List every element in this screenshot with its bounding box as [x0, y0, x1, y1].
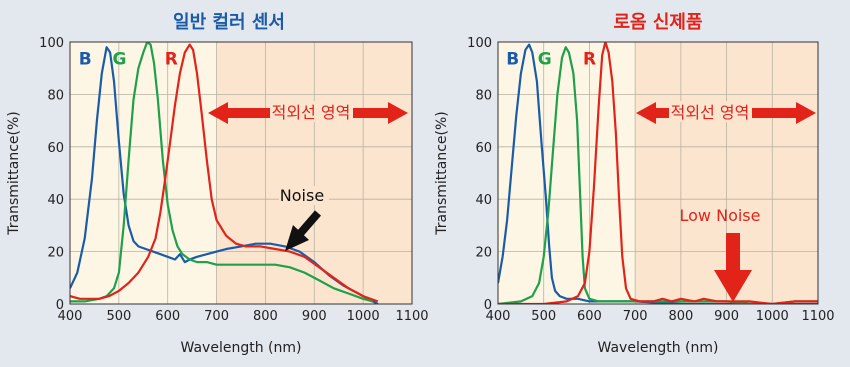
ir-label-bg — [669, 101, 752, 122]
series-label-G: G — [538, 50, 552, 70]
x-tick-label: 500 — [531, 309, 556, 324]
tick-labels: 400 500 600 700 800 900 1000 1100 0 20 40 60 80 100 — [39, 36, 428, 324]
series-lines — [498, 42, 818, 304]
chart-right: 로옴 신제품 400 500 600 700 800 900 1000 1100 0 20 40 60… — [434, 12, 835, 356]
y-axis-label: Transmittance(%) — [6, 111, 22, 236]
series-label-R: R — [165, 50, 178, 70]
y-tick-label: 80 — [475, 88, 492, 103]
series-label-B: B — [506, 50, 519, 70]
y-tick-label: 0 — [56, 298, 64, 313]
noise-label-bg — [279, 186, 329, 205]
series-line-R — [498, 42, 818, 304]
y-tick-label: 20 — [47, 246, 64, 261]
y-tick-label: 60 — [47, 141, 64, 156]
chart-title: 일반 컬러 센서 — [173, 11, 285, 33]
series-line-R — [70, 43, 379, 303]
low-noise-arrow — [714, 233, 752, 302]
chart-title: 로옴 신제품 — [613, 12, 702, 33]
noise-arrow — [285, 210, 322, 251]
series-label-R: R — [583, 50, 596, 70]
low-noise-label: Low Noise — [680, 206, 761, 225]
y-tick-label: 80 — [47, 88, 64, 103]
x-tick-label: 900 — [714, 309, 739, 324]
tick-labels: 400 500 600 700 800 900 1000 1100 0 20 40 60 80 100 — [467, 36, 834, 324]
ir-region-label: 적외선 영역 — [272, 103, 351, 122]
x-tick-label: 1000 — [347, 309, 380, 324]
series-label-B: B — [79, 50, 92, 70]
y-tick-label: 20 — [475, 246, 492, 261]
series-line-G — [70, 42, 374, 303]
ir-region-label: 적외선 영역 — [671, 103, 750, 122]
x-tick-label: 700 — [623, 309, 648, 324]
x-tick-label: 1100 — [801, 309, 834, 324]
x-tick-label: 800 — [253, 309, 278, 324]
x-tick-label: 800 — [668, 309, 693, 324]
y-tick-label: 100 — [467, 36, 492, 51]
series-label-G: G — [113, 50, 127, 70]
noise-label: Noise — [280, 186, 324, 205]
y-tick-label: 60 — [475, 141, 492, 156]
y-tick-label: 40 — [47, 193, 64, 208]
y-tick-label: 100 — [39, 36, 64, 51]
x-tick-label: 600 — [155, 309, 180, 324]
x-axis-label: Wavelength (nm) — [181, 340, 302, 356]
x-axis-label: Wavelength (nm) — [598, 340, 719, 356]
plot-frame — [69, 41, 413, 305]
y-tick-label: 40 — [475, 193, 492, 208]
y-tick-label: 0 — [484, 298, 492, 313]
series-line-B — [70, 46, 379, 304]
y-axis-label: Transmittance(%) — [434, 111, 450, 236]
plot-frame — [497, 41, 819, 305]
x-tick-label: 1100 — [395, 309, 428, 324]
x-tick-label: 500 — [106, 309, 131, 324]
x-tick-label: 400 — [58, 309, 83, 324]
x-tick-label: 1000 — [756, 309, 789, 324]
ir-label-bg — [270, 101, 353, 122]
x-tick-label: 700 — [204, 309, 229, 324]
series-lines — [70, 42, 379, 304]
x-tick-label: 400 — [486, 309, 511, 324]
x-tick-label: 600 — [577, 309, 602, 324]
x-tick-label: 900 — [302, 309, 327, 324]
chart-left: 일반 컬러 센서 400 500 600 700 800 900 1000 110002040… — [6, 11, 429, 356]
